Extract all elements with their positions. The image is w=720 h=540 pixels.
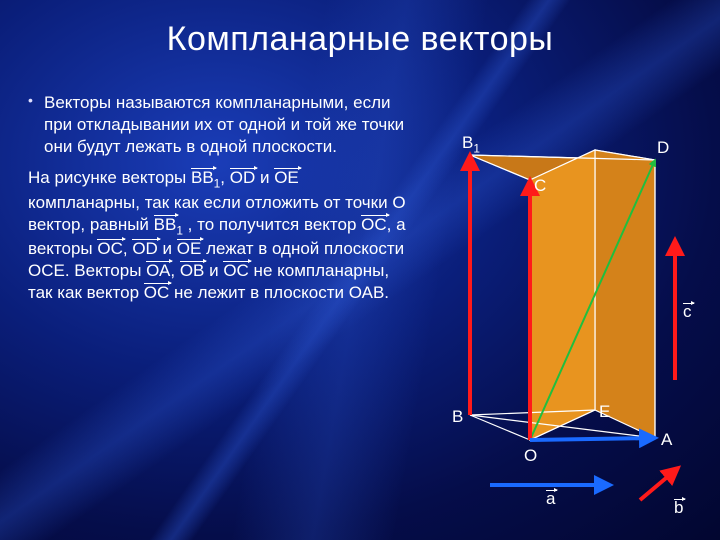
paragraph-2: На рисунке векторы ВВ1, ОD и ОЕ комплана… <box>28 167 408 303</box>
t: , то получится вектор <box>183 215 361 234</box>
sub: 1 <box>176 223 183 237</box>
vector-oa-arrow <box>530 438 655 440</box>
t: , <box>170 261 179 280</box>
t: , <box>123 239 132 258</box>
t: , <box>220 168 229 187</box>
vec-od2: ОD <box>132 238 158 260</box>
t: На рисунке векторы <box>28 168 191 187</box>
side-face <box>595 150 655 438</box>
vec-oe: ОЕ <box>274 167 299 189</box>
text-column: • Векторы называются компланарными, если… <box>28 92 408 304</box>
vec-oe2: ОЕ <box>177 238 202 260</box>
vec-oa: ОА <box>146 260 170 282</box>
vec-oc2: ОС <box>97 238 123 260</box>
front-face <box>530 150 595 440</box>
slide-title: Компланарные векторы <box>0 20 720 59</box>
t: и <box>255 168 274 187</box>
diagram-svg <box>410 60 710 520</box>
vector-b-arrow <box>640 468 678 500</box>
diagram: О А В Е С D В1 a b c <box>410 60 710 520</box>
t: не лежит в плоскости ОАВ. <box>169 283 389 302</box>
vec-oc3: ОС <box>223 260 249 282</box>
vec-bb1b: ВВ <box>154 214 177 236</box>
bullet-item: • Векторы называются компланарными, если… <box>28 92 408 157</box>
bullet-text: Векторы называются компланарными, если п… <box>44 92 408 157</box>
vec-bb1: ВВ <box>191 167 214 189</box>
vec-oc: ОС <box>361 214 387 236</box>
vec-ob: ОВ <box>180 260 205 282</box>
bullet-dot: • <box>28 92 44 157</box>
vec-od: ОD <box>230 167 256 189</box>
t: и <box>158 239 177 258</box>
t: и <box>204 261 223 280</box>
vec-oc4: ОС <box>144 282 170 304</box>
